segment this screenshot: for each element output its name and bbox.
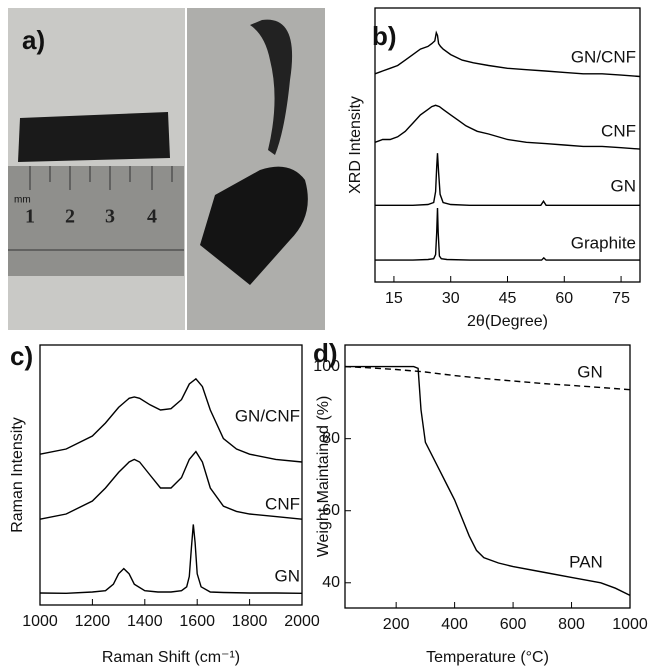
- x-tick-label: 60: [555, 290, 573, 307]
- series-label: GN: [577, 362, 603, 381]
- series-line: [374, 104, 641, 150]
- series-label: GN: [611, 176, 637, 195]
- x-tick-label: 1800: [232, 613, 268, 630]
- ruler-unit: mm: [14, 195, 31, 206]
- ruler-number: 1: [25, 206, 35, 228]
- x-axis-label: Temperature (°C): [426, 649, 549, 666]
- series-label: GN: [275, 566, 301, 585]
- chart-panel: 200 400 600 800 1000 40 60 80 100 Temperature (°C…: [313, 338, 648, 666]
- ruler-ticks: [8, 166, 184, 251]
- x-tick-label: 1000: [22, 613, 58, 630]
- plot-frame: [344, 344, 631, 609]
- x-tick-label: 200: [383, 616, 410, 633]
- panel-label: d): [313, 338, 338, 368]
- x-tick-label: 1200: [75, 613, 111, 630]
- x-tick-label: 400: [441, 616, 468, 633]
- x-tick-label: 45: [499, 290, 517, 307]
- series-line: [375, 207, 640, 261]
- ruler-number: 2: [65, 206, 75, 228]
- photo-panel: a) mm 1 2 3 4: [8, 8, 325, 330]
- series-line: [375, 153, 640, 206]
- series-line: [39, 524, 303, 595]
- chart-panel: 15 30 45 60 75 2θ(Degree) XRD Intensity b) GN/CN…: [347, 7, 641, 330]
- film: [18, 112, 170, 162]
- x-axis-label: Raman Shift (cm⁻¹): [102, 649, 240, 666]
- x-tick-label: 1400: [127, 613, 163, 630]
- series-line: [39, 450, 303, 520]
- x-tick-label: 1000: [612, 616, 648, 633]
- y-axis-label: XRD Intensity: [347, 96, 364, 194]
- panel-label: b): [372, 21, 397, 51]
- chart-panel: 1000 1200 1400 1600 1800 2000 Raman Shift (cm⁻…: [9, 341, 320, 666]
- curled-film: [200, 166, 308, 285]
- series-label: CNF: [601, 121, 636, 140]
- tweezers: [250, 19, 293, 156]
- y-tick-label: 40: [322, 574, 340, 591]
- x-tick-label: 30: [442, 290, 460, 307]
- x-tick-label: 15: [385, 290, 403, 307]
- x-tick-label: 75: [612, 290, 630, 307]
- series-label: GN/CNF: [571, 47, 636, 66]
- series-line: [374, 30, 641, 78]
- x-tick-label: 600: [500, 616, 527, 633]
- x-tick-label: 1600: [179, 613, 215, 630]
- x-tick-label: 800: [558, 616, 585, 633]
- series-line: [345, 365, 631, 597]
- y-tick-label: 60: [322, 502, 340, 519]
- ruler: [8, 166, 184, 276]
- y-axis-label: Weight Maintained (%): [315, 396, 332, 558]
- series-line: [39, 377, 303, 463]
- series-label: CNF: [265, 494, 300, 513]
- panel-label: a): [22, 25, 45, 55]
- plot-frame: [39, 344, 303, 606]
- panel-label: c): [10, 341, 33, 371]
- x-axis-label: 2θ(Degree): [467, 313, 548, 330]
- y-tick-label: 100: [313, 358, 340, 375]
- y-axis-label: Raman Intensity: [9, 417, 26, 533]
- y-tick-label: 80: [322, 430, 340, 447]
- series-label: PAN: [569, 552, 603, 571]
- x-tick-label: 2000: [284, 613, 320, 630]
- photo-right: [187, 8, 325, 330]
- ruler-number: 4: [147, 206, 157, 228]
- series-label: GN/CNF: [235, 406, 300, 425]
- ruler-number: 3: [105, 206, 115, 228]
- series-line: [344, 365, 631, 391]
- series-label: Graphite: [571, 233, 636, 252]
